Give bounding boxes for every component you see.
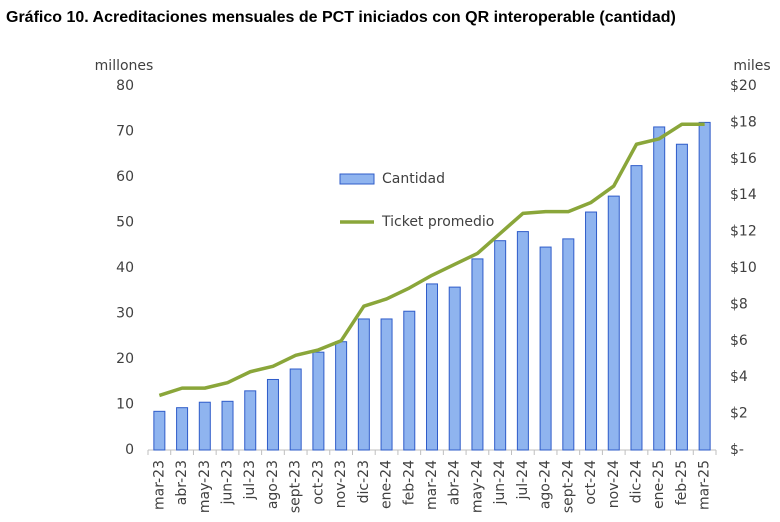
x-tick-label: ago-23 xyxy=(265,460,281,509)
y2-tick-label: $14 xyxy=(730,187,757,203)
x-tick-label: ago-24 xyxy=(538,460,554,509)
bar xyxy=(312,351,325,451)
y2-axis-label: miles xyxy=(733,58,770,74)
line xyxy=(158,122,705,398)
y2-tick-label: $6 xyxy=(730,333,748,349)
y-tick-label: 30 xyxy=(116,306,134,322)
bar xyxy=(494,240,507,451)
bar xyxy=(426,283,438,451)
bar xyxy=(244,390,257,451)
legend-swatch xyxy=(339,173,375,185)
bar xyxy=(516,231,529,451)
y-tick-label: 20 xyxy=(116,351,134,367)
y-axis-label: millones xyxy=(95,58,154,74)
y2-tick-label: $2 xyxy=(730,406,748,422)
bar xyxy=(539,246,552,451)
y-tick-label: 80 xyxy=(116,78,134,94)
y-tick-label: 0 xyxy=(125,442,134,458)
x-tick-label: abr-24 xyxy=(447,460,463,505)
y-tick-label: 70 xyxy=(116,124,134,140)
x-tick-label: mar-24 xyxy=(424,460,440,510)
bar xyxy=(562,238,575,451)
x-tick-label: sept-24 xyxy=(560,460,576,513)
bar xyxy=(471,258,484,451)
bar xyxy=(675,143,688,451)
x-tick-label: dic-23 xyxy=(356,460,372,503)
bar xyxy=(266,378,279,451)
x-tick-label: may-23 xyxy=(197,460,213,513)
x-tick-label: feb-24 xyxy=(401,460,417,505)
y2-tick-label: $4 xyxy=(730,369,748,385)
bar xyxy=(448,286,461,451)
y2-tick-label: $8 xyxy=(730,296,748,312)
x-tick-label: mar-25 xyxy=(697,460,713,510)
bar xyxy=(380,318,393,451)
y-tick-label: 40 xyxy=(116,260,134,276)
x-tick-label: oct-23 xyxy=(310,460,326,505)
y2-tick-label: $10 xyxy=(730,260,757,276)
y2-tick-label: $16 xyxy=(730,151,757,167)
bar xyxy=(153,410,166,451)
bar xyxy=(176,407,189,451)
x-tick-label: jul-24 xyxy=(515,460,531,501)
bar xyxy=(403,310,416,451)
chart-title: Gráfico 10. Acreditaciones mensuales de … xyxy=(6,9,676,26)
x-tick-label: jul-23 xyxy=(242,460,258,501)
x-tick-label: may-24 xyxy=(469,460,485,513)
x-tick-label: oct-24 xyxy=(583,460,599,505)
x-tick-label: abr-23 xyxy=(174,460,190,505)
bar xyxy=(585,211,598,451)
bar xyxy=(607,195,620,451)
bar xyxy=(357,318,370,451)
y2-tick-label: $- xyxy=(730,442,744,458)
bar xyxy=(335,341,348,451)
bar xyxy=(221,400,234,451)
y-tick-label: 50 xyxy=(116,215,134,231)
bar xyxy=(289,368,302,451)
bar xyxy=(653,126,666,451)
y-tick-label: 60 xyxy=(116,169,134,185)
bar xyxy=(198,401,211,451)
x-tick-label: dic-24 xyxy=(628,460,644,503)
y2-tick-label: $20 xyxy=(730,78,757,94)
x-tick-label: nov-24 xyxy=(606,460,622,508)
bar xyxy=(698,121,711,451)
x-tick-label: mar-23 xyxy=(151,460,167,510)
x-tick-label: ene-24 xyxy=(379,460,395,509)
legend-label: Ticket promedio xyxy=(381,214,494,230)
x-tick-label: ene-25 xyxy=(651,460,667,509)
x-tick-label: nov-23 xyxy=(333,460,349,508)
x-tick-label: feb-25 xyxy=(674,460,690,505)
y-tick-label: 10 xyxy=(116,397,134,413)
x-tick-label: jun-24 xyxy=(492,460,508,506)
y2-tick-label: $12 xyxy=(730,224,757,240)
x-tick-label: sept-23 xyxy=(288,460,304,513)
bar xyxy=(630,165,643,451)
legend-label: Cantidad xyxy=(382,171,445,187)
y2-tick-label: $18 xyxy=(730,114,757,130)
x-tick-label: jun-23 xyxy=(220,460,236,506)
